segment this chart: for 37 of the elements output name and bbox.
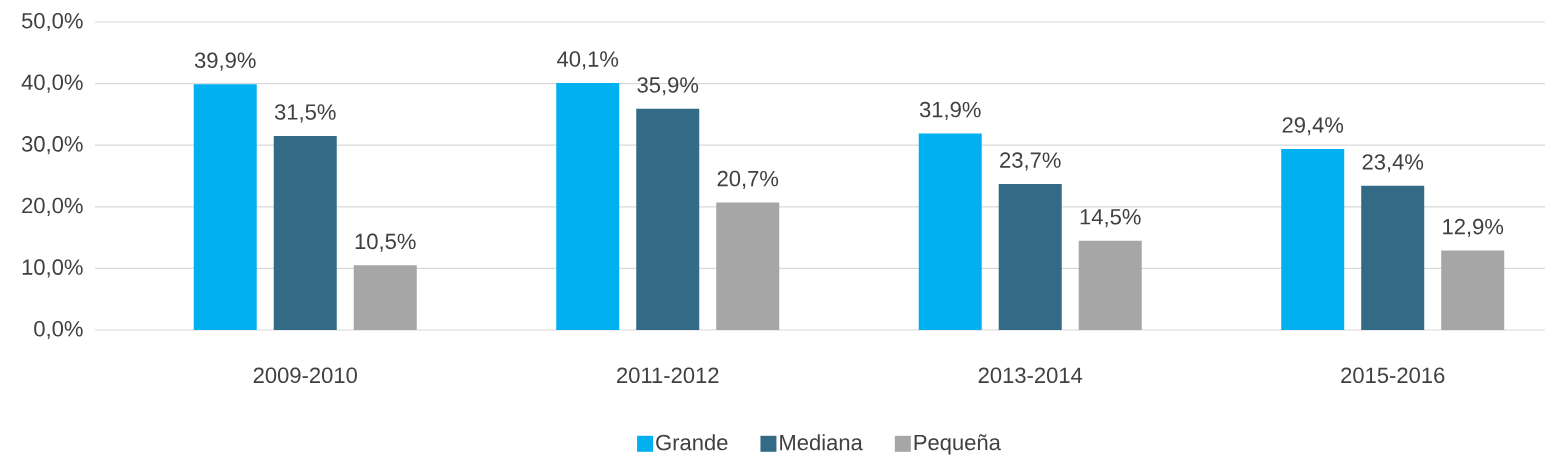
data-label: 12,9%: [1443, 218, 1504, 237]
legend-label: Mediana: [780, 434, 863, 451]
data-label: 40,1%: [557, 51, 619, 70]
bar: [1361, 185, 1425, 330]
data-label: 23,7%: [1000, 152, 1061, 171]
bar: [193, 84, 257, 330]
bar: [636, 108, 700, 330]
y-tick-label: 20,0%: [22, 197, 83, 216]
bar: [918, 133, 982, 330]
y-tick-label: 0,0%: [34, 320, 83, 340]
data-label: 23,4%: [1362, 154, 1424, 173]
data-label: 31,5%: [274, 104, 336, 123]
data-label: 35,9%: [637, 77, 699, 96]
y-tick-label: 40,0%: [21, 74, 83, 93]
y-tick-label: 50,0%: [21, 12, 83, 32]
data-label: 29,4%: [1282, 117, 1344, 136]
data-label: 10,5%: [355, 233, 416, 252]
data-label: 14,5%: [1080, 209, 1141, 228]
x-tick-label: 2009-2010: [253, 367, 357, 384]
bar: [1078, 240, 1142, 330]
data-label: 39,9%: [194, 52, 256, 71]
bar: [716, 202, 780, 330]
x-tick-label: 2011-2012: [617, 367, 719, 384]
y-tick-label: 30,0%: [21, 136, 83, 155]
x-tick-label: 2015-2016: [1341, 367, 1445, 384]
data-label: 31,9%: [919, 101, 981, 120]
bar: [273, 135, 337, 330]
bar: [556, 82, 620, 330]
x-tick-label: 2013-2014: [978, 367, 1083, 384]
bar: [353, 265, 417, 330]
bar: [1281, 148, 1345, 330]
bar: [998, 184, 1062, 330]
data-label: 20,7%: [717, 170, 779, 189]
bar: [1441, 250, 1505, 330]
legend-label: Grande: [656, 434, 728, 451]
legend-label: Pequeña: [914, 434, 1001, 455]
y-tick-label: 10,0%: [22, 259, 83, 278]
